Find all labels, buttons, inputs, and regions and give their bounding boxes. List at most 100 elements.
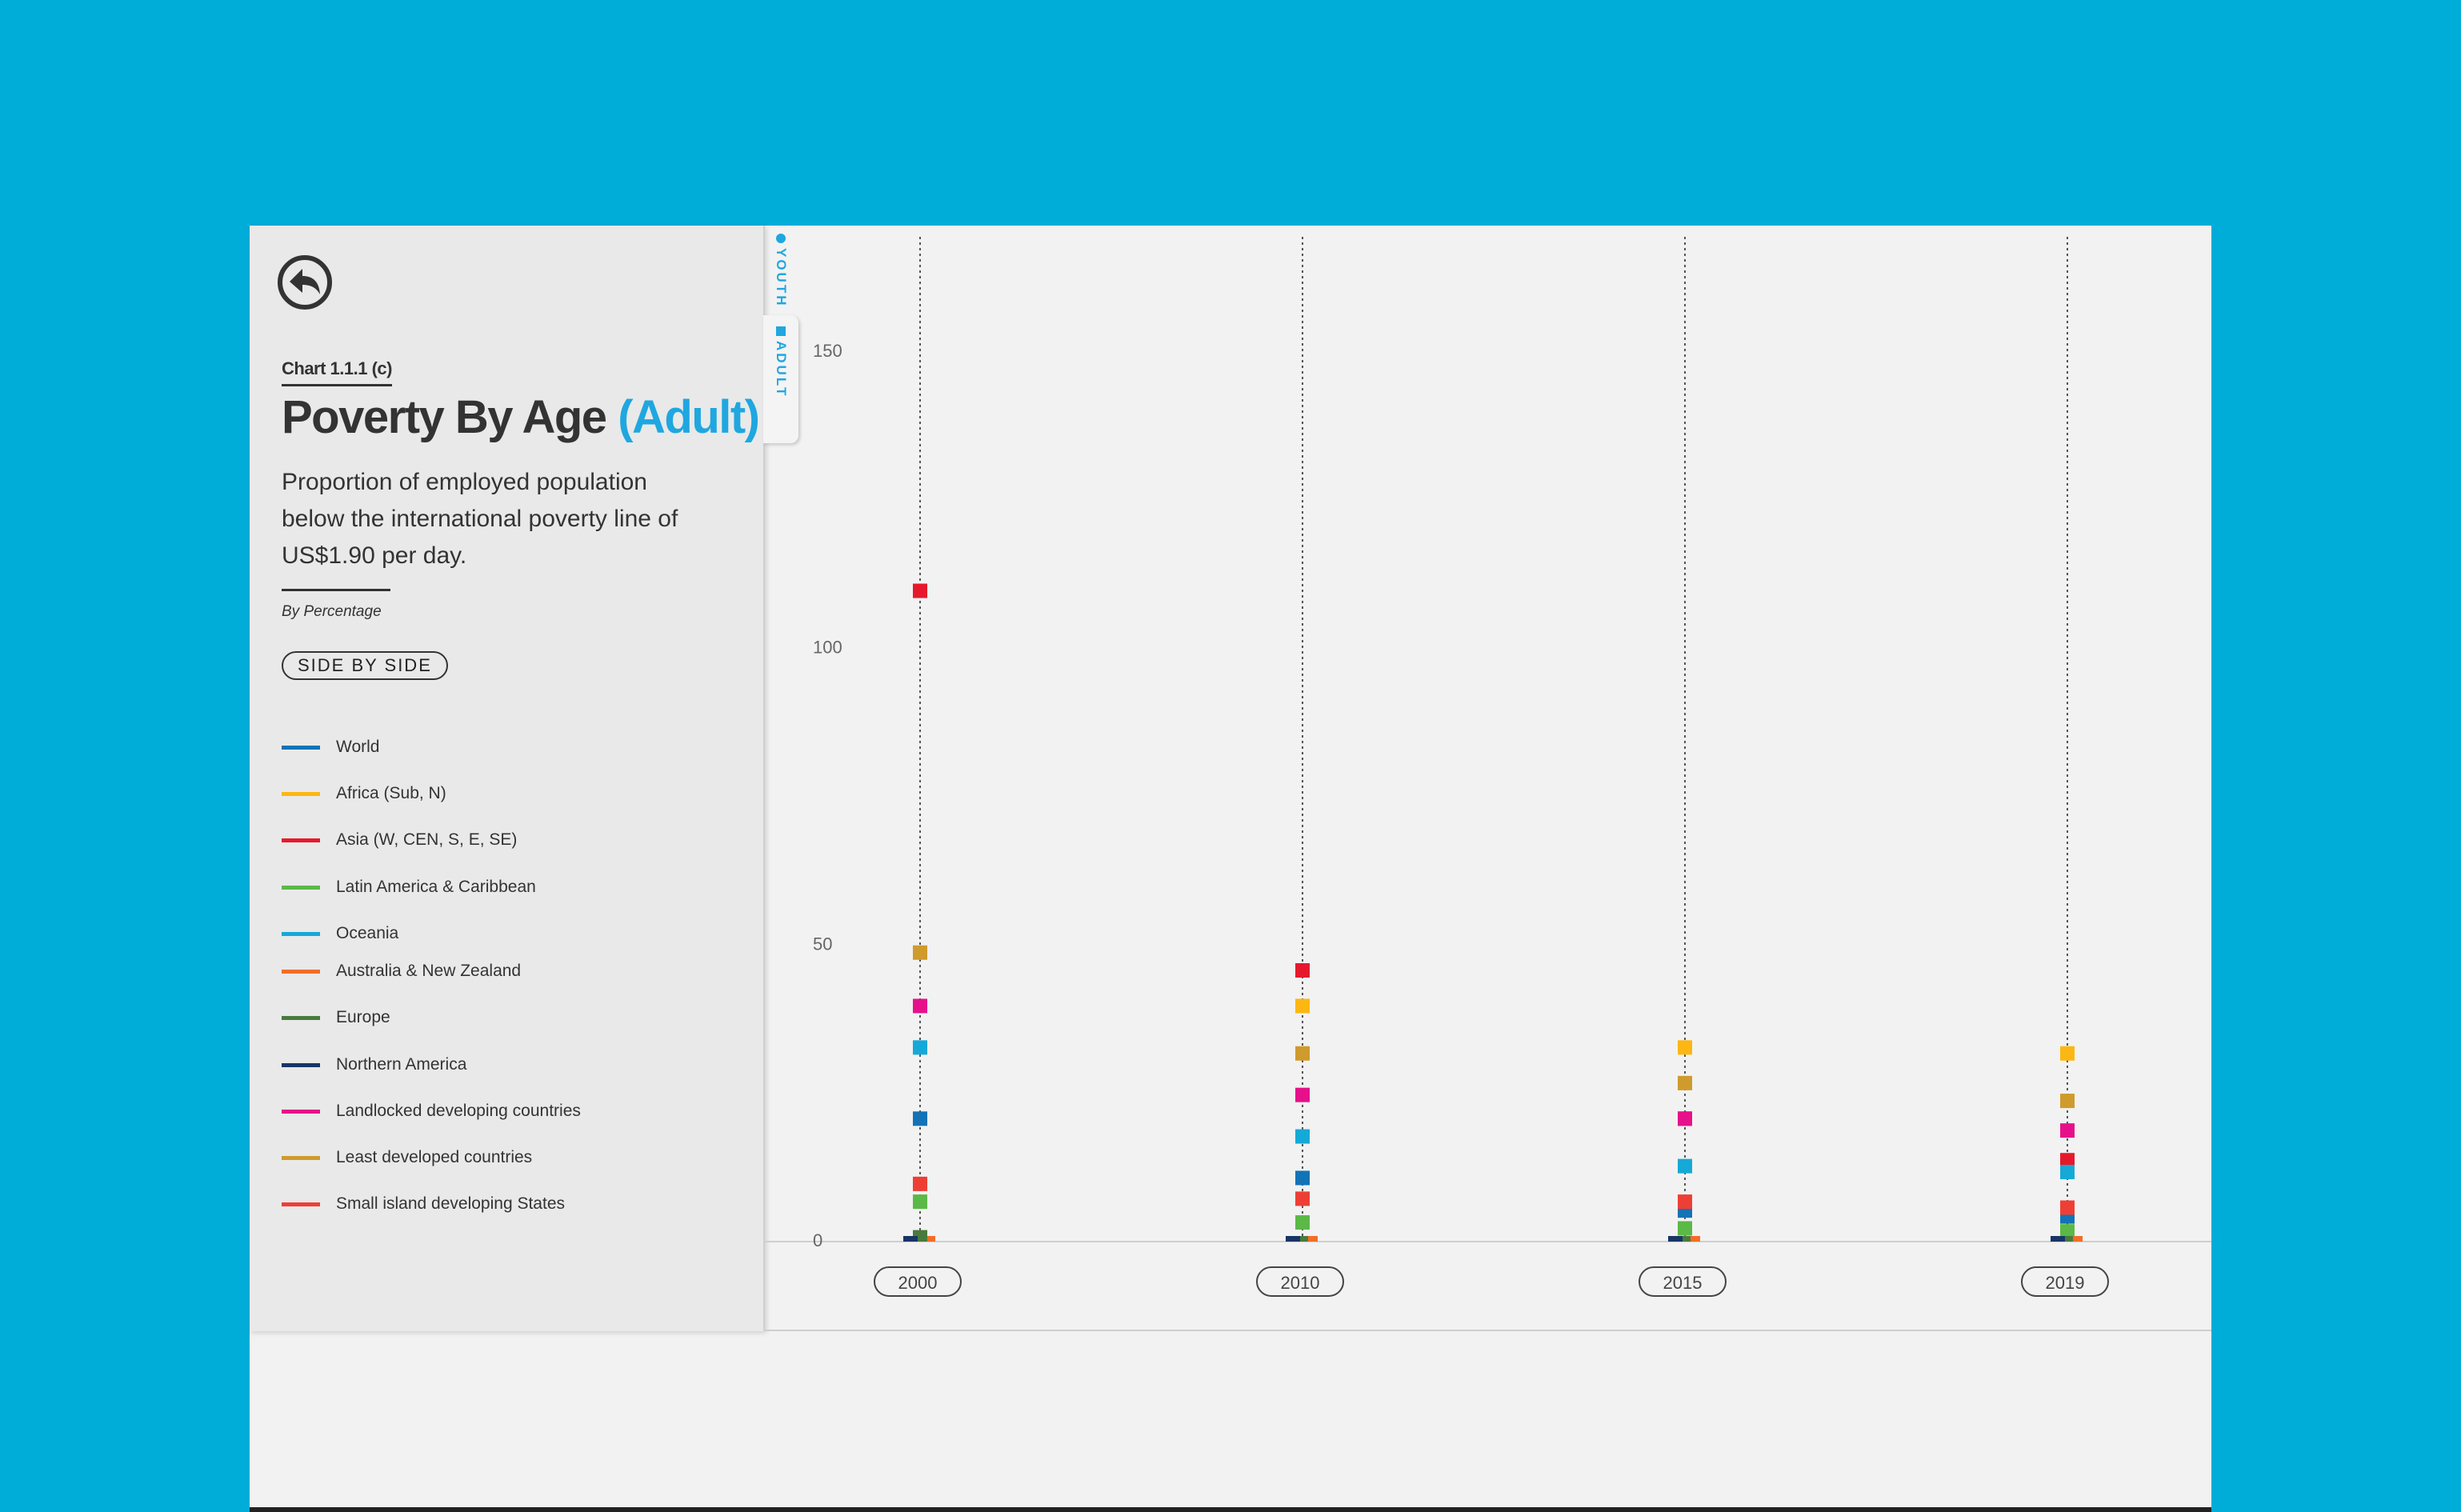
legend-swatch — [282, 1155, 320, 1160]
legend-item[interactable]: World — [282, 738, 379, 757]
data-point — [1295, 1087, 1310, 1102]
data-point — [1295, 998, 1310, 1014]
dot-icon — [776, 234, 786, 243]
data-point — [1295, 1129, 1310, 1144]
age-tabs: YOUTH ADULT — [763, 226, 798, 443]
data-point — [1676, 1236, 1691, 1242]
data-point — [1303, 1236, 1318, 1242]
chart-subtitle: Proportion of employed population below … — [282, 469, 678, 569]
data-point — [1678, 1158, 1692, 1174]
data-point — [913, 945, 927, 960]
square-icon — [776, 326, 786, 336]
chart-bottom-border — [765, 1330, 2211, 1331]
data-point — [913, 1194, 927, 1210]
legend-swatch — [282, 1015, 320, 1020]
legend-label: Europe — [336, 1008, 390, 1026]
legend-item[interactable]: Oceania — [282, 924, 398, 943]
legend-item[interactable]: Landlocked developing countries — [282, 1102, 581, 1121]
y-tick-label: 100 — [813, 638, 842, 658]
legend-label: Asia (W, CEN, S, E, SE) — [336, 830, 518, 849]
chart-number: Chart 1.1.1 (c) — [282, 358, 393, 386]
tab-youth[interactable]: YOUTH — [763, 226, 798, 314]
data-point — [903, 1236, 918, 1242]
data-point — [1295, 1170, 1310, 1186]
data-point — [1678, 1194, 1692, 1210]
data-point — [2060, 1165, 2075, 1180]
data-point — [913, 998, 927, 1014]
x-tick-pill — [874, 1266, 962, 1297]
data-point — [1678, 1221, 1692, 1236]
legend-item[interactable]: Least developed countries — [282, 1148, 532, 1167]
x-tick-pill — [1256, 1266, 1344, 1297]
legend-label: Latin America & Caribbean — [336, 878, 536, 896]
x-tick-pill — [1639, 1266, 1727, 1297]
data-point — [2060, 1153, 2075, 1168]
data-point — [1295, 962, 1310, 978]
x-tick-label: 2000 — [898, 1273, 938, 1293]
data-point — [2068, 1236, 2083, 1242]
data-point — [1294, 1236, 1308, 1242]
data-point — [913, 1040, 927, 1055]
back-arrow-icon[interactable] — [277, 254, 333, 310]
x-tick-label: 2015 — [1663, 1273, 1703, 1293]
data-point — [2060, 1094, 2075, 1109]
chart-sidebar: Chart 1.1.1 (c) Poverty By Age (Adult) P… — [250, 226, 765, 1331]
tab-adult[interactable]: ADULT — [763, 315, 798, 443]
legend-swatch — [282, 838, 320, 842]
legend-item[interactable]: Small island developing States — [282, 1194, 565, 1214]
bottom-border — [250, 1507, 2211, 1512]
unit-label: By Percentage — [282, 603, 382, 620]
data-point — [921, 1236, 935, 1242]
side-by-side-button[interactable]: SIDE BY SIDE — [282, 651, 448, 680]
data-point — [2060, 1046, 2075, 1061]
data-point — [1678, 1111, 1692, 1126]
data-point — [913, 1111, 927, 1126]
chart-plot: 0 50 100 150 2000 2010 2015 2019 — [765, 237, 2211, 1297]
legend-swatch — [282, 745, 320, 750]
page-title: Poverty By Age (Adult) — [282, 390, 760, 444]
legend-swatch — [282, 1202, 320, 1206]
legend-item[interactable]: Northern America — [282, 1055, 466, 1074]
legend-label: Oceania — [336, 924, 399, 942]
data-point — [1295, 1191, 1310, 1206]
divider — [282, 589, 390, 591]
x-tick-label: 2019 — [2046, 1273, 2085, 1293]
legend-label: Landlocked developing countries — [336, 1102, 581, 1120]
legend-item[interactable]: Africa (Sub, N) — [282, 784, 446, 803]
data-point — [913, 1176, 927, 1191]
data-point — [1286, 1236, 1300, 1242]
x-tick-pill — [2021, 1266, 2109, 1297]
data-point — [2051, 1236, 2065, 1242]
tab-youth-label: YOUTH — [774, 248, 789, 308]
data-point — [1678, 1075, 1692, 1090]
legend-swatch — [282, 1062, 320, 1067]
legend-item[interactable]: Asia (W, CEN, S, E, SE) — [282, 830, 517, 850]
legend-label: Australia & New Zealand — [336, 962, 522, 980]
data-point — [2059, 1236, 2073, 1242]
legend-item[interactable]: Australia & New Zealand — [282, 962, 521, 981]
legend-item[interactable]: Europe — [282, 1008, 390, 1027]
data-point — [1295, 1046, 1310, 1061]
legend-item[interactable]: Latin America & Caribbean — [282, 878, 536, 897]
legend-swatch — [282, 791, 320, 796]
data-point — [913, 583, 927, 598]
legend-label: World — [336, 738, 380, 756]
title-main: Poverty By Age — [282, 391, 607, 443]
data-point — [2060, 1224, 2075, 1239]
legend-label: Northern America — [336, 1055, 467, 1074]
x-tick-label: 2010 — [1281, 1273, 1320, 1293]
legend-swatch — [282, 1109, 320, 1114]
y-tick-label: 150 — [813, 341, 842, 361]
data-point — [1678, 1040, 1692, 1055]
data-point — [1295, 1215, 1310, 1230]
legend-swatch — [282, 931, 320, 936]
data-point — [2060, 1200, 2075, 1215]
legend-swatch — [282, 969, 320, 974]
data-point — [1686, 1236, 1700, 1242]
legend-label: Africa (Sub, N) — [336, 784, 446, 802]
y-tick-label: 0 — [813, 1230, 822, 1250]
data-point — [1668, 1236, 1683, 1242]
title-accent: (Adult) — [618, 391, 760, 443]
legend-label: Least developed countries — [336, 1148, 533, 1166]
y-tick-label: 50 — [813, 934, 832, 954]
